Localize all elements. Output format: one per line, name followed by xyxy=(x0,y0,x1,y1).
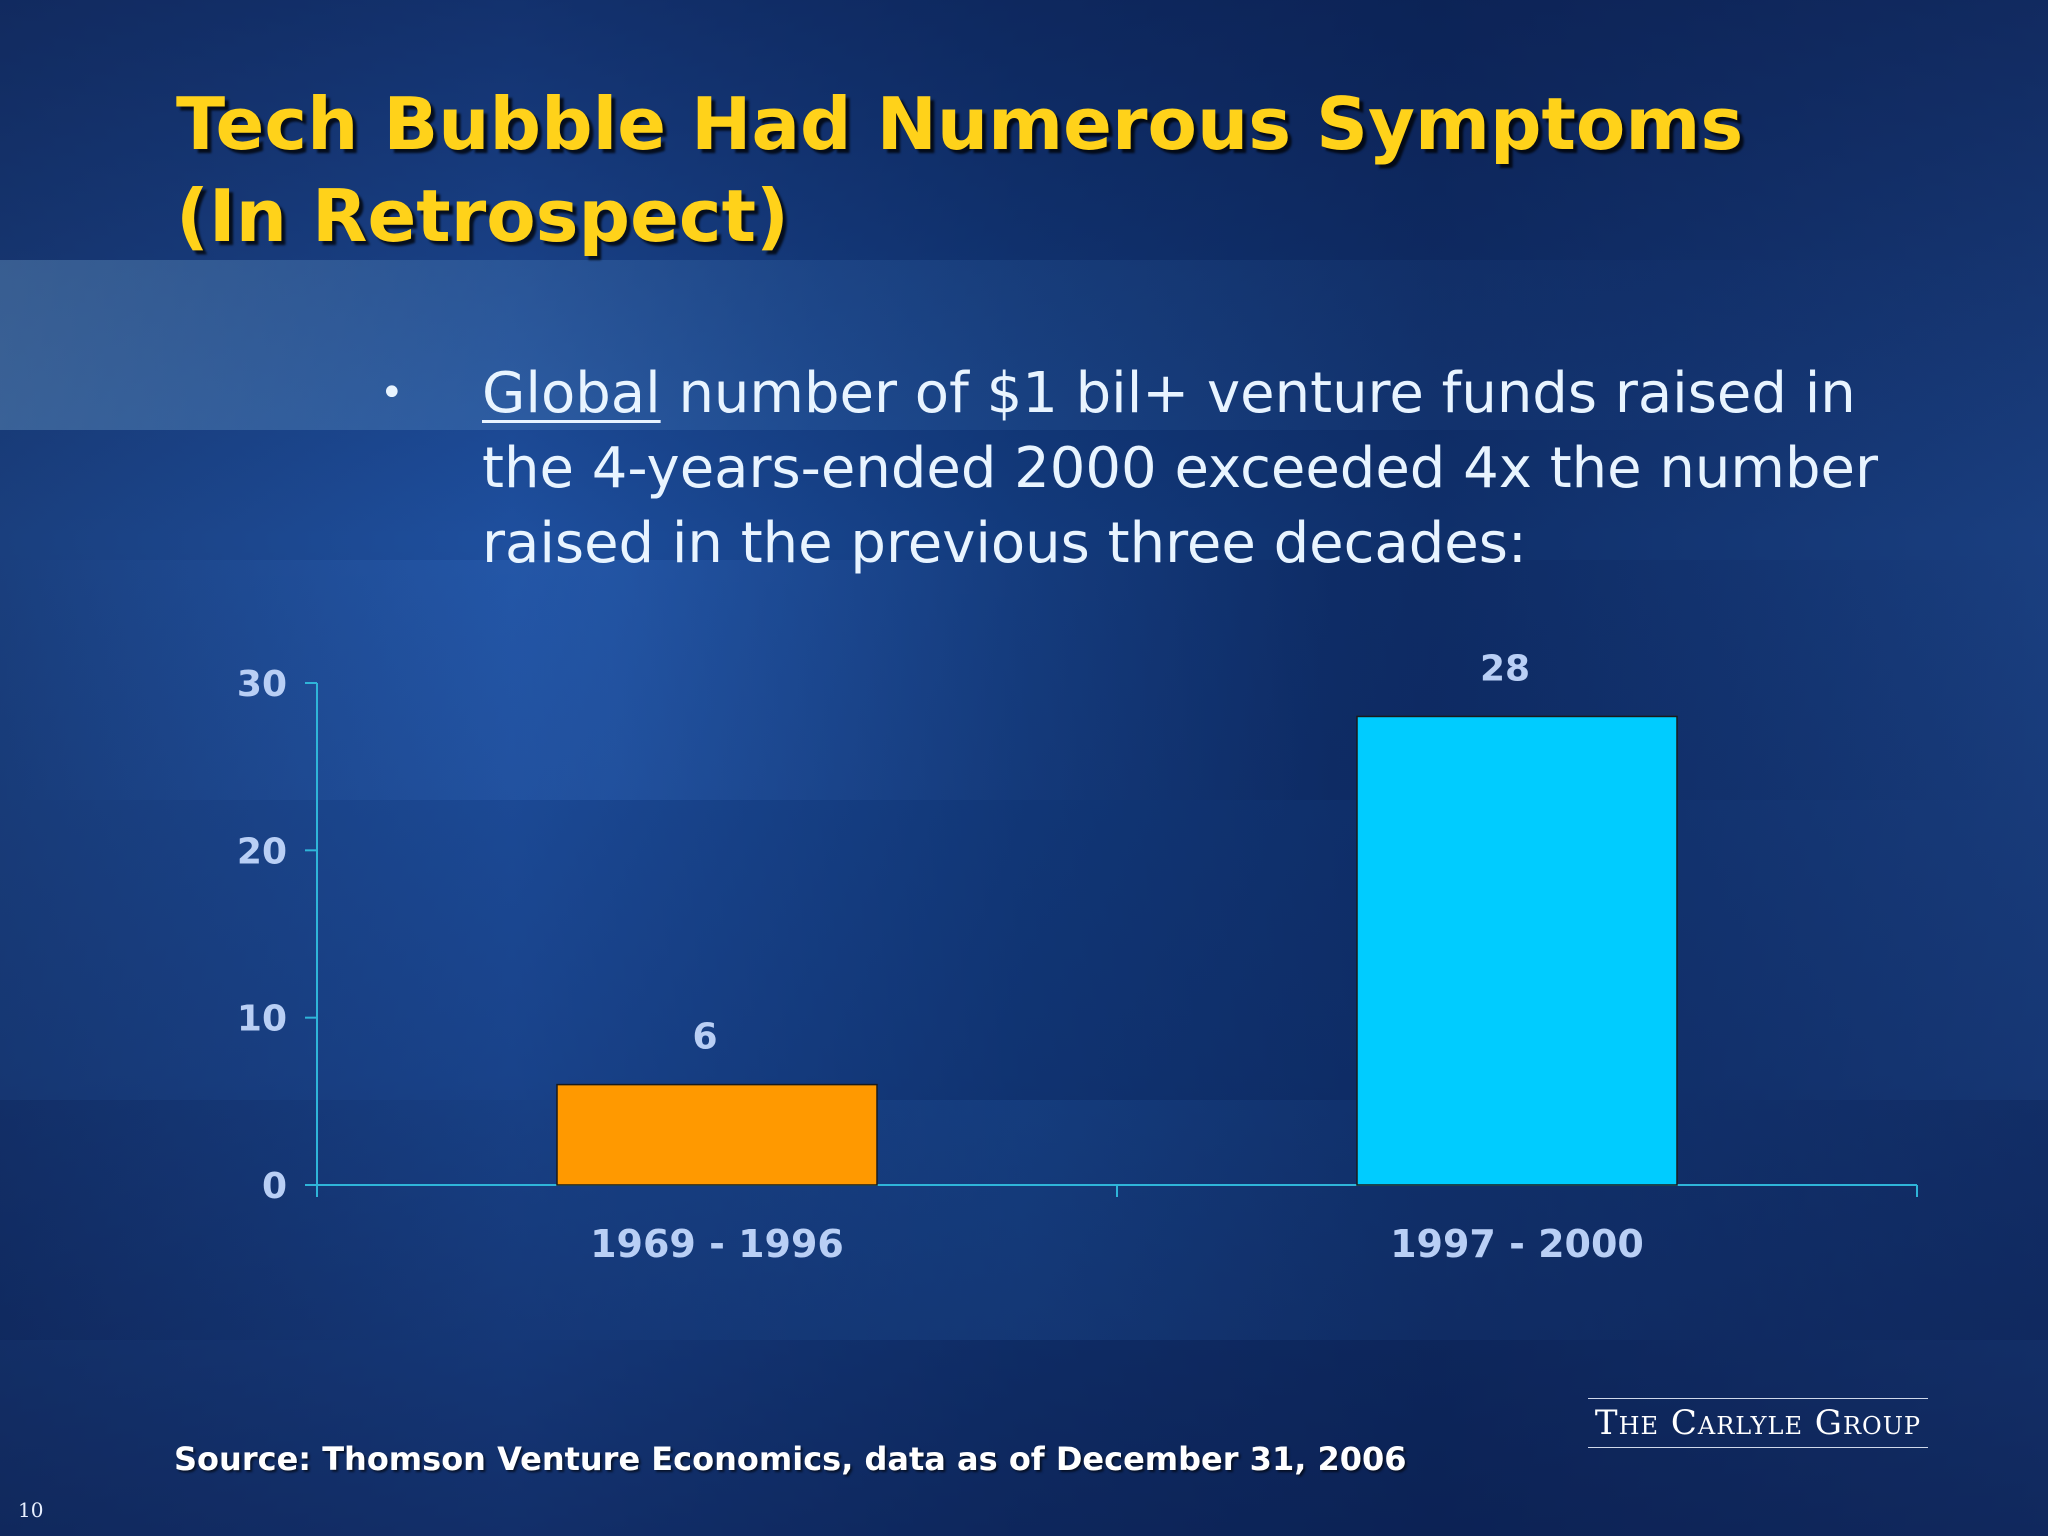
y-tick-label: 10 xyxy=(237,999,287,1040)
page-number: 10 xyxy=(18,1498,44,1522)
source-note: Source: Thomson Venture Economics, data … xyxy=(174,1440,1407,1478)
data-label: 6 xyxy=(692,1017,717,1058)
category-label: 1997 - 2000 xyxy=(1390,1222,1644,1266)
company-logo: The Carlyle Group xyxy=(1588,1398,1928,1448)
y-tick-label: 30 xyxy=(237,664,287,705)
slide-title: Tech Bubble Had Numerous Symptoms (In Re… xyxy=(176,82,1744,258)
y-tick-label: 0 xyxy=(262,1166,287,1207)
bullet-emphasis: Global xyxy=(482,361,661,426)
bullet-text: Global number of $1 bil+ venture funds r… xyxy=(482,356,1902,581)
bullet-body: number of $1 bil+ venture funds raised i… xyxy=(482,361,1878,576)
bar xyxy=(556,1083,878,1186)
bullet-marker: • xyxy=(380,370,404,416)
category-label: 1969 - 1996 xyxy=(590,1222,844,1266)
bar xyxy=(1356,715,1678,1186)
y-tick-label: 20 xyxy=(237,831,287,872)
data-label: 28 xyxy=(1480,648,1530,689)
